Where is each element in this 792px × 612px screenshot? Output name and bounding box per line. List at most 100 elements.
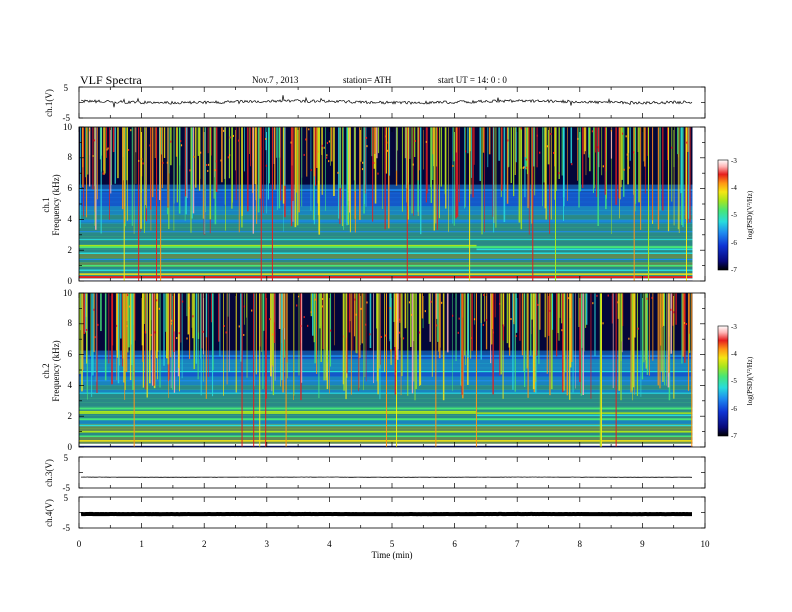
spectrogram-band bbox=[79, 398, 693, 403]
ch4-ylabel: ch.4(V) bbox=[44, 499, 54, 527]
spectral-speckle bbox=[93, 139, 96, 142]
spectral-speckle bbox=[602, 165, 604, 168]
spectral-speckle bbox=[380, 335, 382, 338]
spectrogram-band bbox=[79, 376, 693, 382]
spectral-speckle bbox=[141, 158, 143, 161]
spectral-speckle bbox=[366, 301, 368, 304]
spectral-speckle bbox=[671, 146, 673, 149]
spectrogram-band bbox=[79, 262, 693, 267]
spectral-speckle bbox=[651, 296, 653, 299]
x-tick-labels: 0 1 2 3 4 5 6 7 8 9 10 bbox=[77, 539, 710, 549]
spectral-speckle bbox=[621, 132, 624, 135]
spectral-speckle bbox=[272, 333, 274, 336]
spectrogram-band bbox=[79, 372, 693, 377]
spectral-speckle bbox=[223, 129, 225, 132]
spectral-speckle bbox=[107, 147, 109, 150]
spectral-speckle bbox=[550, 132, 552, 135]
spec2-ytick: 6 bbox=[68, 349, 73, 359]
colorbar-1-tick: -6 bbox=[731, 239, 737, 247]
spectral-speckle bbox=[238, 139, 240, 142]
spectrogram-band bbox=[79, 385, 693, 390]
spectrogram-band bbox=[79, 402, 693, 407]
spectrogram-band bbox=[79, 367, 693, 373]
spectral-speckle bbox=[321, 298, 324, 301]
spectral-speckle bbox=[305, 138, 307, 141]
spectral-speckle bbox=[188, 306, 190, 309]
spectral-speckle bbox=[308, 128, 310, 131]
spectral-speckle bbox=[321, 305, 323, 308]
spectral-speckle bbox=[176, 337, 178, 340]
spectral-speckle bbox=[670, 308, 672, 311]
spectral-speckle bbox=[326, 156, 328, 159]
spectral-speckle bbox=[549, 309, 551, 312]
spectral-speckle bbox=[127, 148, 130, 151]
spectrogram-band bbox=[79, 428, 693, 433]
colorbar-1-ticks: -3 -4 -5 -6 -7 bbox=[731, 157, 737, 274]
colorbar-2-tick: -3 bbox=[731, 323, 737, 331]
spectral-speckle bbox=[623, 168, 625, 171]
spectral-speckle bbox=[170, 322, 173, 325]
spectral-speckle bbox=[229, 154, 231, 157]
spectral-speckle bbox=[451, 314, 454, 317]
axis-ticks bbox=[78, 86, 706, 529]
spectral-speckle bbox=[243, 333, 245, 336]
colorbar-2-label: log(PSD)(V²/Hz) bbox=[746, 356, 754, 405]
spectral-speckle bbox=[525, 158, 527, 161]
spectral-speckle bbox=[464, 150, 467, 153]
spectral-speckle bbox=[94, 336, 96, 339]
start-time-label: start UT = 14: 0 : 0 bbox=[438, 75, 507, 85]
spectral-speckle bbox=[232, 134, 234, 137]
x-tick-label: 6 bbox=[452, 539, 457, 549]
spectral-speckle bbox=[520, 127, 522, 130]
spectral-speckle bbox=[89, 129, 91, 132]
spectral-speckle bbox=[142, 162, 144, 165]
spectral-speckle bbox=[166, 161, 168, 164]
spectrogram-band bbox=[79, 389, 693, 395]
spectral-speckle bbox=[483, 293, 485, 296]
ch1-ylabel: ch.1(V) bbox=[44, 89, 54, 117]
spec2-ylabel-freq: Frequency (kHz) bbox=[51, 340, 61, 401]
spectral-speckle bbox=[522, 166, 524, 169]
spectral-speckle bbox=[377, 172, 379, 175]
spectral-speckle bbox=[178, 332, 180, 335]
spectral-speckle bbox=[260, 147, 262, 150]
spectral-speckle bbox=[452, 164, 454, 167]
spectral-speckle bbox=[150, 334, 152, 337]
spectral-speckle bbox=[97, 323, 99, 326]
spectral-speckle bbox=[625, 135, 627, 138]
spectral-speckle bbox=[85, 328, 88, 331]
x-tick-label: 0 bbox=[77, 539, 82, 549]
x-tick-label: 2 bbox=[202, 539, 207, 549]
spectrogram-empty bbox=[692, 127, 705, 281]
spectral-speckle bbox=[571, 163, 573, 166]
colorbar-1-tick: -7 bbox=[731, 266, 737, 274]
spectral-speckle bbox=[637, 327, 639, 330]
spectral-speckle bbox=[424, 310, 426, 313]
spectral-speckle bbox=[303, 153, 305, 156]
spec2-ytick: 10 bbox=[63, 288, 73, 298]
spec2-ytick: 4 bbox=[68, 380, 73, 390]
spec1-ytick: 8 bbox=[68, 152, 73, 162]
spectral-speckle bbox=[326, 142, 329, 145]
figure-title: VLF Spectra bbox=[80, 73, 142, 87]
spectral-speckle bbox=[162, 161, 164, 164]
ch3-ylabel: ch.3(V) bbox=[44, 459, 54, 487]
spectral-speckle bbox=[310, 169, 312, 172]
spectral-speckle bbox=[418, 331, 421, 334]
spectral-speckle bbox=[482, 323, 484, 326]
spec1-ylabel-freq: Frequency (kHz) bbox=[51, 174, 61, 235]
spectral-speckle bbox=[592, 302, 594, 305]
spectral-speckle bbox=[144, 331, 146, 334]
spectral-speckle bbox=[251, 309, 253, 312]
ch2-spectrogram-panel bbox=[79, 293, 705, 447]
spectral-speckle bbox=[170, 140, 172, 143]
spectral-speckle bbox=[158, 307, 161, 310]
spectral-speckle bbox=[207, 163, 210, 166]
spectral-speckle bbox=[457, 331, 459, 334]
spectrogram-band bbox=[79, 380, 693, 386]
spectral-speckle bbox=[602, 322, 604, 325]
spectrogram-band bbox=[79, 432, 693, 438]
ch4-ytick-neg5: -5 bbox=[63, 523, 71, 533]
spectrogram-band bbox=[79, 354, 693, 360]
